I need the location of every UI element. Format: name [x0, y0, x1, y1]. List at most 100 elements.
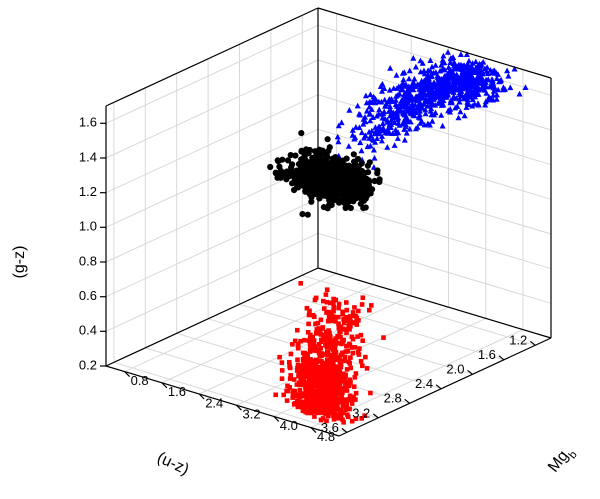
- data-point-square: [338, 415, 344, 421]
- data-point-triangle: [447, 108, 453, 115]
- data-point-triangle: [457, 108, 464, 115]
- data-point-triangle: [473, 91, 480, 97]
- data-point-square: [336, 305, 341, 311]
- data-point-triangle: [374, 135, 381, 141]
- data-point-square: [344, 330, 349, 336]
- frame-floor-left: [105, 267, 319, 367]
- data-point-square: [333, 319, 338, 324]
- data-point-square: [331, 392, 336, 397]
- tick-label-y: 2.4: [205, 395, 223, 410]
- data-point-triangle: [427, 101, 434, 108]
- data-point-triangle: [379, 114, 386, 121]
- data-point-square: [306, 405, 311, 411]
- data-point-triangle: [434, 72, 441, 79]
- data-point-triangle: [395, 83, 402, 90]
- data-point-triangle: [394, 135, 401, 141]
- data-point-triangle: [387, 103, 393, 109]
- data-point-square: [313, 344, 318, 349]
- data-point-circle: [324, 205, 331, 212]
- data-point-triangle: [476, 65, 483, 71]
- data-point-square: [321, 381, 326, 387]
- data-point-square: [299, 375, 304, 381]
- data-point-triangle: [456, 62, 463, 69]
- data-point-square: [331, 300, 336, 306]
- tick-label-x: 1.6: [478, 347, 496, 362]
- tick-label-y: 3.2: [243, 407, 261, 422]
- data-point-square: [313, 321, 318, 327]
- data-point-square: [341, 320, 347, 326]
- data-point-square: [368, 390, 373, 396]
- data-point-triangle: [379, 120, 386, 127]
- data-point-triangle: [379, 133, 385, 139]
- data-point-triangle: [381, 108, 388, 115]
- data-point-triangle: [429, 118, 436, 124]
- data-point-square: [324, 299, 330, 305]
- data-point-square: [343, 373, 348, 378]
- data-point-circle: [371, 177, 378, 185]
- data-point-triangle: [403, 88, 410, 94]
- data-point-circle: [317, 159, 324, 166]
- data-point-circle: [276, 163, 283, 170]
- data-point-square: [326, 338, 331, 344]
- data-point-square: [290, 395, 295, 400]
- data-point-square: [321, 402, 327, 407]
- data-point-circle: [365, 169, 372, 176]
- data-point-triangle: [486, 83, 493, 90]
- data-point-square: [318, 399, 324, 405]
- data-point-triangle: [432, 101, 439, 108]
- data-point-square: [312, 362, 317, 367]
- data-point-square: [348, 355, 353, 360]
- data-point-square: [326, 334, 331, 339]
- data-point-square: [347, 321, 352, 327]
- data-point-circle: [324, 136, 331, 143]
- tick-label-z: 1.0: [79, 219, 97, 234]
- tick-label-y: 1.6: [168, 384, 186, 399]
- data-point-square: [292, 388, 298, 394]
- data-point-square: [288, 373, 293, 378]
- data-point-square: [315, 377, 321, 382]
- data-point-triangle: [384, 119, 391, 125]
- data-point-triangle: [469, 60, 476, 66]
- data-point-triangle: [395, 129, 402, 136]
- data-point-triangle: [409, 106, 416, 113]
- data-point-square: [331, 373, 337, 379]
- data-point-square: [354, 322, 360, 327]
- data-point-square: [357, 346, 362, 351]
- data-point-circle: [338, 174, 346, 181]
- tick-labels-layer: 0.2 0.4 0.6 0.8 1.0 1.2 1.4 1.6 1.2 1.6 2.0 2.4 2.8 3…: [79, 115, 527, 444]
- data-point-square: [347, 314, 353, 319]
- data-point-triangle: [470, 67, 476, 73]
- y-axis-label: Mgb: [545, 443, 580, 479]
- data-point-square: [279, 360, 285, 365]
- data-point-triangle: [430, 69, 437, 76]
- data-point-triangle: [418, 93, 425, 100]
- data-point-triangle: [504, 67, 511, 74]
- data-point-square: [323, 361, 328, 366]
- data-point-square: [360, 363, 365, 369]
- data-point-square: [332, 346, 338, 352]
- data-point-triangle: [441, 85, 448, 91]
- data-point-square: [300, 356, 306, 362]
- data-point-triangle: [426, 87, 433, 94]
- data-point-square: [340, 389, 345, 395]
- data-point-square: [347, 327, 352, 332]
- data-point-square: [330, 407, 336, 413]
- data-point-triangle: [373, 126, 380, 133]
- data-point-triangle: [358, 129, 365, 136]
- data-point-square: [336, 321, 341, 326]
- data-point-triangle: [449, 55, 456, 61]
- data-point-triangle: [419, 60, 426, 66]
- data-point-square: [298, 281, 303, 286]
- data-point-triangle: [367, 142, 374, 149]
- data-point-triangle: [432, 62, 439, 68]
- data-point-circle: [289, 172, 296, 179]
- data-point-triangle: [427, 83, 434, 90]
- data-point-square: [307, 374, 312, 380]
- data-point-triangle: [366, 135, 373, 141]
- data-point-circle: [337, 162, 344, 169]
- data-point-square: [291, 402, 297, 407]
- data-point-circle: [287, 152, 294, 159]
- data-point-triangle: [402, 115, 409, 121]
- data-point-triangle: [387, 65, 394, 71]
